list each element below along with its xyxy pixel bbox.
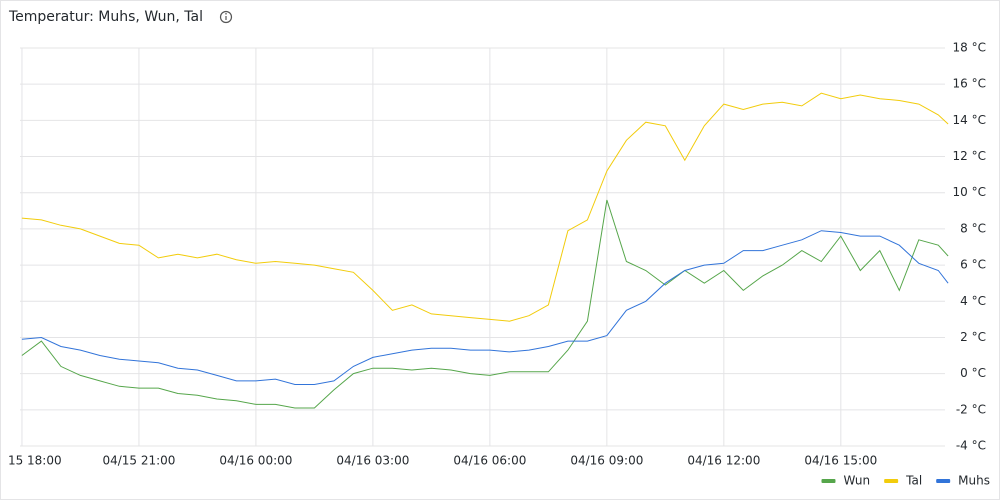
x-tick-label: 04/16 00:00 bbox=[219, 454, 292, 468]
legend-swatch bbox=[821, 479, 836, 483]
legend-label: Muhs bbox=[958, 474, 990, 488]
y-tick-label: 10 °C bbox=[953, 185, 986, 199]
x-tick-label: 04/16 15:00 bbox=[804, 454, 877, 468]
panel-title: Temperatur: Muhs, Wun, Tal bbox=[8, 9, 203, 25]
y-tick-label: -2 °C bbox=[956, 402, 986, 416]
y-tick-label: 16 °C bbox=[953, 77, 986, 91]
y-tick-label: 0 °C bbox=[960, 366, 986, 380]
y-tick-label: 2 °C bbox=[960, 330, 986, 344]
y-tick-label: 14 °C bbox=[953, 113, 986, 127]
y-tick-label: 12 °C bbox=[953, 149, 986, 163]
x-tick-label: 15 18:00 bbox=[8, 454, 62, 468]
series-line bbox=[21, 230, 949, 385]
x-tick-label: 04/16 09:00 bbox=[570, 454, 643, 468]
legend-swatch bbox=[936, 479, 951, 483]
y-tick-label: -4 °C bbox=[956, 439, 986, 453]
legend-swatch bbox=[884, 479, 899, 483]
series-line bbox=[21, 199, 949, 409]
series-line bbox=[21, 92, 949, 322]
legend-label: Wun bbox=[843, 474, 870, 488]
x-tick-label: 04/16 12:00 bbox=[687, 454, 760, 468]
y-tick-label: 6 °C bbox=[960, 258, 986, 272]
x-tick-label: 04/16 03:00 bbox=[336, 454, 409, 468]
x-tick-label: 04/16 06:00 bbox=[453, 454, 526, 468]
legend-label: Tal bbox=[905, 474, 922, 488]
y-tick-label: 4 °C bbox=[960, 294, 986, 308]
y-tick-label: 18 °C bbox=[953, 41, 986, 55]
info-icon[interactable] bbox=[219, 10, 233, 24]
x-tick-label: 04/15 21:00 bbox=[102, 454, 175, 468]
y-tick-label: 8 °C bbox=[960, 221, 986, 235]
